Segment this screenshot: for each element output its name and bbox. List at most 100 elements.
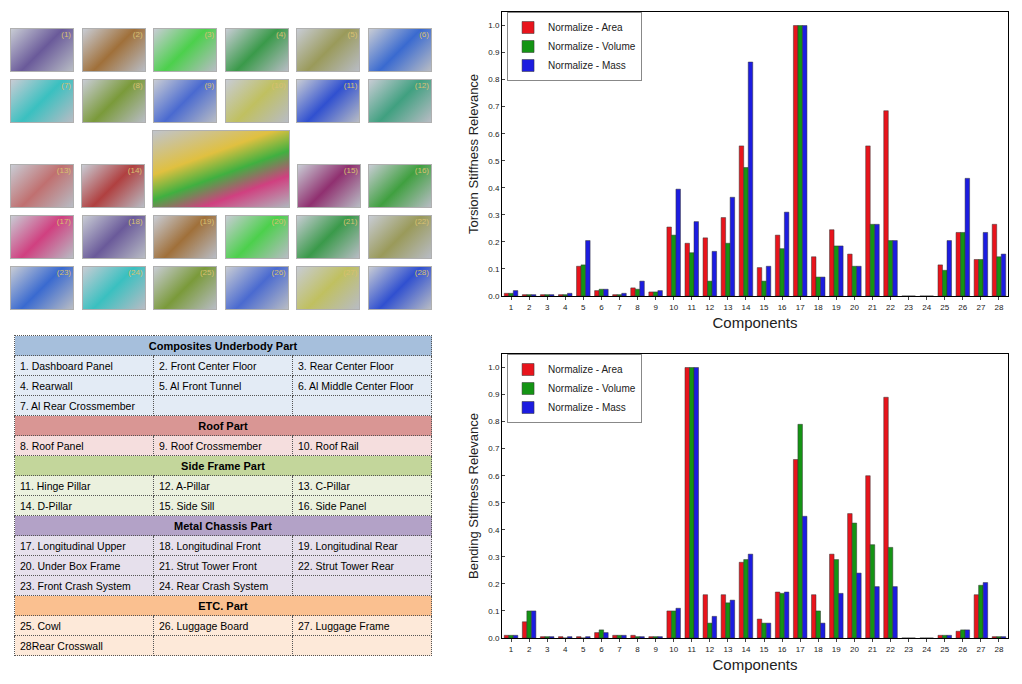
svg-text:17: 17 bbox=[796, 303, 805, 312]
svg-text:22: 22 bbox=[886, 303, 895, 312]
svg-text:21: 21 bbox=[868, 645, 877, 654]
svg-text:17: 17 bbox=[796, 645, 805, 654]
svg-text:Torsion Stiffness Relevance: Torsion Stiffness Relevance bbox=[466, 74, 481, 234]
svg-text:20: 20 bbox=[850, 303, 859, 312]
svg-text:11: 11 bbox=[688, 645, 697, 654]
html-text:4. Rearwall: 4. Rearwall bbox=[20, 379, 73, 392]
svg-text:14: 14 bbox=[742, 645, 751, 654]
html-text:10. Roof Rail: 10. Roof Rail bbox=[298, 439, 359, 452]
svg-text:0.8: 0.8 bbox=[488, 417, 500, 426]
html-text:3. Rear Center Floor: 3. Rear Center Floor bbox=[298, 359, 394, 372]
svg-text:0.2: 0.2 bbox=[488, 580, 500, 589]
html-text:6. Al Middle Center Floor: 6. Al Middle Center Floor bbox=[298, 379, 414, 392]
html-text:5. Al Front Tunnel: 5. Al Front Tunnel bbox=[159, 379, 242, 392]
svg-text:0.2: 0.2 bbox=[488, 238, 500, 247]
svg-text:23: 23 bbox=[904, 645, 913, 654]
svg-text:0.6: 0.6 bbox=[488, 472, 500, 481]
svg-text:1.0: 1.0 bbox=[488, 21, 500, 30]
svg-text:23: 23 bbox=[904, 303, 913, 312]
svg-text:27: 27 bbox=[976, 303, 985, 312]
svg-text:4: 4 bbox=[563, 645, 568, 654]
svg-text:19: 19 bbox=[832, 303, 841, 312]
html-text:Roof Part: Roof Part bbox=[198, 419, 248, 432]
svg-text:Normalize - Volume: Normalize - Volume bbox=[548, 41, 636, 52]
svg-text:0.5: 0.5 bbox=[488, 499, 500, 508]
svg-text:24: 24 bbox=[922, 645, 931, 654]
svg-text:26: 26 bbox=[958, 303, 967, 312]
svg-text:15: 15 bbox=[760, 645, 769, 654]
svg-text:6: 6 bbox=[599, 645, 604, 654]
html-text:1. Dashboard Panel: 1. Dashboard Panel bbox=[20, 359, 113, 372]
html-text:2. Front Center Floor: 2. Front Center Floor bbox=[159, 359, 257, 372]
svg-text:7: 7 bbox=[617, 645, 622, 654]
svg-text:0.3: 0.3 bbox=[488, 553, 500, 562]
html-text:7. Al Rear Crossmember: 7. Al Rear Crossmember bbox=[20, 399, 135, 412]
svg-text:28: 28 bbox=[995, 645, 1004, 654]
svg-text:24: 24 bbox=[922, 303, 931, 312]
svg-text:13: 13 bbox=[723, 303, 732, 312]
svg-text:5: 5 bbox=[581, 645, 586, 654]
html-text:Composites Underbody Part: Composites Underbody Part bbox=[148, 339, 298, 352]
svg-text:0.0: 0.0 bbox=[488, 634, 500, 643]
svg-text:19: 19 bbox=[832, 645, 841, 654]
svg-text:25: 25 bbox=[940, 303, 949, 312]
svg-text:Normalize - Volume: Normalize - Volume bbox=[548, 383, 636, 394]
html-text:8. Roof Panel: 8. Roof Panel bbox=[20, 439, 84, 452]
svg-text:16: 16 bbox=[778, 303, 787, 312]
svg-text:15: 15 bbox=[760, 303, 769, 312]
svg-text:8: 8 bbox=[635, 645, 640, 654]
svg-text:18: 18 bbox=[814, 645, 823, 654]
svg-text:0.9: 0.9 bbox=[488, 390, 500, 399]
svg-text:0.7: 0.7 bbox=[488, 444, 500, 453]
svg-text:Normalize - Mass: Normalize - Mass bbox=[548, 60, 626, 71]
svg-text:3: 3 bbox=[545, 645, 550, 654]
svg-text:11: 11 bbox=[688, 303, 697, 312]
svg-text:0.4: 0.4 bbox=[488, 184, 500, 193]
svg-text:27: 27 bbox=[976, 645, 985, 654]
svg-text:10: 10 bbox=[669, 303, 678, 312]
svg-text:4: 4 bbox=[563, 303, 568, 312]
svg-text:0.1: 0.1 bbox=[488, 607, 500, 616]
svg-text:25: 25 bbox=[940, 645, 949, 654]
svg-text:Components: Components bbox=[712, 656, 797, 673]
svg-text:Bending Stiffness Relevance: Bending Stiffness Relevance bbox=[466, 413, 481, 579]
svg-text:16: 16 bbox=[778, 645, 787, 654]
svg-text:18: 18 bbox=[814, 303, 823, 312]
svg-text:Normalize - Mass: Normalize - Mass bbox=[548, 402, 626, 413]
svg-text:20: 20 bbox=[850, 645, 859, 654]
svg-text:10: 10 bbox=[669, 645, 678, 654]
svg-text:22: 22 bbox=[886, 645, 895, 654]
svg-text:0.4: 0.4 bbox=[488, 526, 500, 535]
svg-text:28: 28 bbox=[995, 303, 1004, 312]
svg-text:7: 7 bbox=[617, 303, 622, 312]
svg-text:6: 6 bbox=[599, 303, 604, 312]
svg-text:0.5: 0.5 bbox=[488, 157, 500, 166]
svg-text:2: 2 bbox=[527, 645, 532, 654]
svg-text:0.0: 0.0 bbox=[488, 292, 500, 301]
svg-text:13: 13 bbox=[723, 645, 732, 654]
svg-text:Normalize - Area: Normalize - Area bbox=[548, 364, 623, 375]
svg-text:21: 21 bbox=[868, 303, 877, 312]
svg-text:0.9: 0.9 bbox=[488, 48, 500, 57]
svg-text:1: 1 bbox=[509, 303, 514, 312]
svg-text:26: 26 bbox=[958, 645, 967, 654]
svg-text:0.1: 0.1 bbox=[488, 265, 500, 274]
svg-text:1.0: 1.0 bbox=[488, 363, 500, 372]
svg-text:3: 3 bbox=[545, 303, 550, 312]
svg-text:0.3: 0.3 bbox=[488, 211, 500, 220]
svg-text:0.8: 0.8 bbox=[488, 75, 500, 84]
svg-text:Components: Components bbox=[712, 314, 797, 331]
svg-text:0.7: 0.7 bbox=[488, 102, 500, 111]
html-text:9. Roof Crossmember: 9. Roof Crossmember bbox=[159, 439, 262, 452]
svg-text:5: 5 bbox=[581, 303, 586, 312]
svg-text:12: 12 bbox=[705, 303, 714, 312]
svg-text:1: 1 bbox=[509, 645, 514, 654]
svg-text:9: 9 bbox=[653, 303, 658, 312]
svg-text:9: 9 bbox=[653, 645, 658, 654]
svg-text:14: 14 bbox=[742, 303, 751, 312]
svg-text:8: 8 bbox=[635, 303, 640, 312]
svg-text:0.6: 0.6 bbox=[488, 130, 500, 139]
svg-text:2: 2 bbox=[527, 303, 532, 312]
svg-text:12: 12 bbox=[705, 645, 714, 654]
svg-text:Normalize - Area: Normalize - Area bbox=[548, 22, 623, 33]
